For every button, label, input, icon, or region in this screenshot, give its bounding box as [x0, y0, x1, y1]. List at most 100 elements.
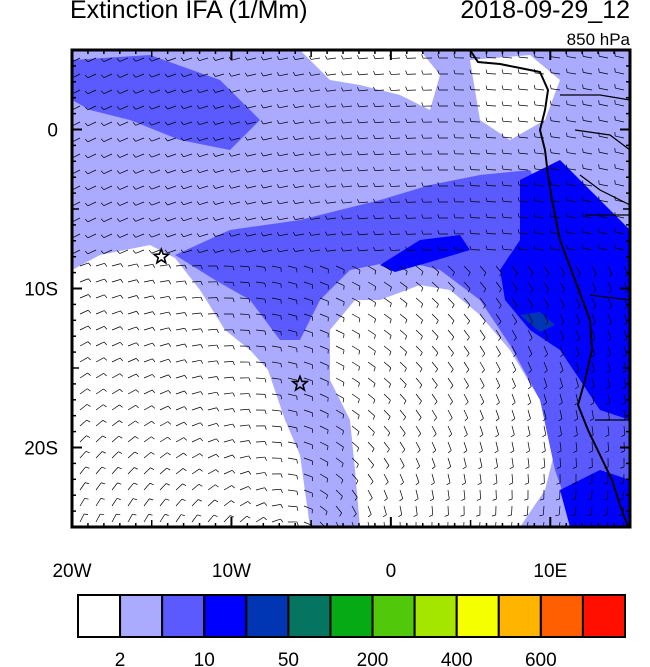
wind-barb [511, 345, 517, 355]
wind-barb-feather [352, 531, 355, 533]
wind-barb [127, 279, 137, 283]
wind-barb-feather [248, 314, 251, 319]
wind-barb [575, 393, 579, 403]
wind-barb [151, 57, 161, 62]
wind-barb-feather [232, 408, 236, 413]
wind-barb [327, 57, 337, 60]
wind-barb-feather [296, 521, 299, 526]
wind-barb-feather [230, 500, 235, 504]
wind-barb [486, 57, 497, 59]
wind-barb-feather [232, 361, 235, 366]
wind-barb [287, 409, 297, 413]
wind-barb [295, 153, 305, 156]
wind-barb [223, 469, 233, 475]
wind-barb-feather [437, 246, 440, 251]
wind-barb [543, 441, 546, 451]
wind-barb [303, 409, 313, 414]
wind-barb [279, 89, 289, 93]
wind-barb [231, 249, 241, 253]
wind-barb [271, 425, 281, 428]
wind-barb-feather [485, 229, 488, 234]
wind-barb-feather [341, 135, 344, 140]
map-panel [72, 50, 630, 533]
wind-barb-feather [357, 231, 360, 236]
wind-barb-feather [374, 334, 376, 339]
wind-barb [79, 388, 88, 395]
wind-barb [239, 486, 249, 491]
wind-barb-feather [136, 295, 140, 300]
wind-barb [463, 425, 468, 435]
wind-barb-feather [497, 369, 501, 374]
wind-barb [599, 151, 609, 155]
wind-barb [167, 137, 177, 142]
wind-barb-feather [184, 328, 188, 332]
wind-barb-feather [373, 150, 376, 155]
wind-barb-feather [421, 86, 424, 91]
wind-barb-feather [117, 482, 122, 485]
wind-barb [527, 345, 533, 355]
wind-barb [463, 457, 467, 467]
wind-barb [463, 281, 471, 289]
wind-barb [543, 281, 550, 290]
wind-barb [431, 441, 437, 451]
wind-barb-feather [453, 181, 456, 186]
wind-barb-feather [84, 106, 89, 111]
wind-barb-feather [341, 103, 344, 108]
wind-barb [127, 326, 137, 331]
wind-barb-feather [167, 421, 172, 425]
wind-barb [623, 361, 627, 371]
colorbar-box [329, 594, 374, 638]
wind-barb [591, 441, 594, 451]
wind-barb [615, 119, 625, 123]
wind-barb-feather [514, 272, 518, 277]
wind-barb-feather [405, 118, 408, 123]
wind-barb-feather [199, 468, 203, 472]
wind-barb [127, 498, 134, 507]
wind-barb-feather [542, 418, 547, 422]
wind-barb [79, 357, 88, 363]
wind-barb [271, 361, 281, 364]
wind-barb [383, 409, 391, 417]
wind-barb-feather [276, 72, 280, 76]
wind-barb-feather [495, 418, 500, 422]
wind-barb [343, 73, 353, 76]
wind-barb [207, 422, 217, 427]
wind-barb-feather [228, 152, 232, 157]
wind-barb [319, 281, 329, 286]
wind-barb-feather [478, 466, 483, 470]
wind-barb-feather [325, 151, 328, 156]
wind-barb [463, 361, 470, 370]
wind-barb [271, 393, 281, 396]
wind-barb [95, 513, 101, 523]
wind-barb [383, 377, 391, 385]
wind-barb [319, 505, 328, 512]
wind-barb-feather [357, 55, 360, 60]
wind-barb-feather [280, 426, 283, 431]
wind-barb [390, 233, 401, 235]
wind-barb [175, 390, 185, 395]
wind-barb [527, 265, 534, 274]
wind-barb-feather [135, 405, 139, 409]
wind-barb-feather [116, 234, 120, 238]
wind-barb [255, 456, 265, 459]
wind-barb [527, 457, 530, 467]
wind-barb-feather [533, 148, 536, 154]
wind-barb [583, 136, 593, 139]
wind-barb [95, 404, 104, 411]
wind-barb [495, 313, 502, 322]
wind-barb [119, 249, 129, 254]
wind-barb [495, 377, 501, 387]
wind-barb-feather [100, 74, 105, 78]
wind-barb-feather [430, 498, 434, 502]
wind-barb-feather [566, 132, 568, 137]
wind-barb-feather [212, 120, 216, 125]
wind-barb [495, 297, 502, 306]
wind-barb-feather [100, 250, 105, 254]
wind-barb-feather [582, 132, 584, 137]
wind-barb [287, 361, 297, 365]
wind-barb-feather [485, 133, 488, 138]
wind-barb-feather [260, 248, 264, 253]
wind-barb-feather [453, 53, 456, 58]
wind-barb-feather [212, 200, 216, 205]
wind-barb [103, 57, 113, 62]
